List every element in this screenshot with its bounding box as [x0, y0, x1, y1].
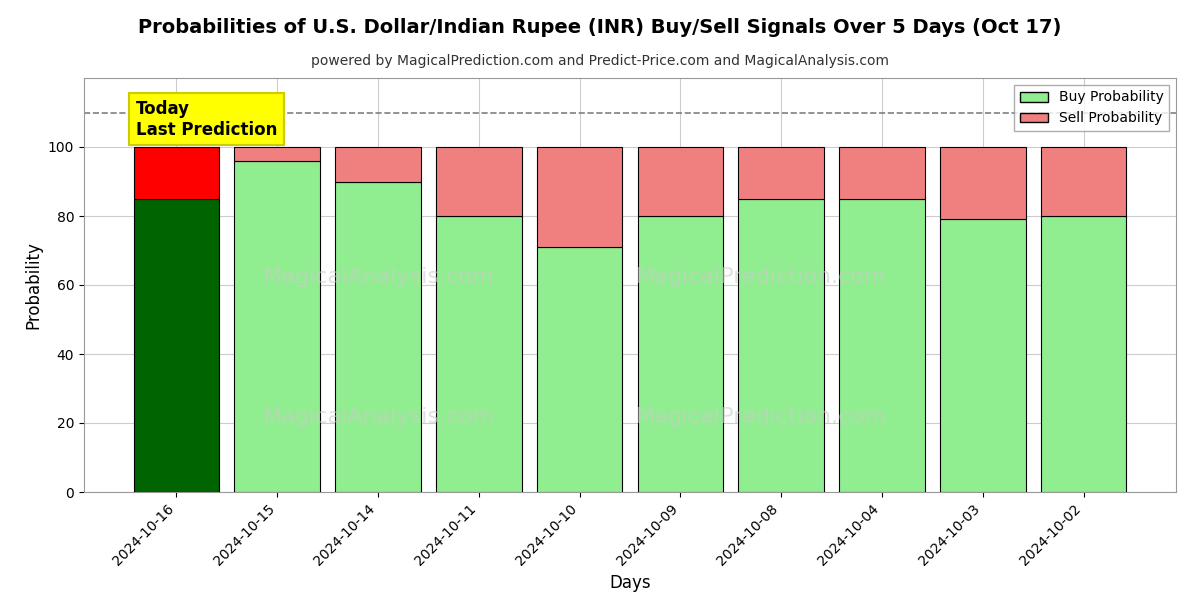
- Bar: [536, 247, 623, 492]
- Bar: [738, 147, 824, 199]
- Bar: [133, 199, 220, 492]
- Bar: [335, 181, 421, 492]
- Bar: [335, 147, 421, 181]
- Text: Probabilities of U.S. Dollar/Indian Rupee (INR) Buy/Sell Signals Over 5 Days (Oc: Probabilities of U.S. Dollar/Indian Rupe…: [138, 18, 1062, 37]
- Bar: [234, 147, 320, 161]
- Y-axis label: Probability: Probability: [24, 241, 42, 329]
- Bar: [1040, 216, 1127, 492]
- Text: MagicalPrediction.com: MagicalPrediction.com: [636, 267, 887, 287]
- Bar: [1040, 147, 1127, 216]
- Text: MagicalAnalysis.com: MagicalAnalysis.com: [263, 407, 494, 427]
- Text: Today
Last Prediction: Today Last Prediction: [136, 100, 277, 139]
- X-axis label: Days: Days: [610, 574, 650, 592]
- Bar: [436, 216, 522, 492]
- Bar: [940, 147, 1026, 220]
- Text: MagicalPrediction.com: MagicalPrediction.com: [636, 407, 887, 427]
- Text: powered by MagicalPrediction.com and Predict-Price.com and MagicalAnalysis.com: powered by MagicalPrediction.com and Pre…: [311, 54, 889, 68]
- Bar: [738, 199, 824, 492]
- Bar: [839, 147, 925, 199]
- Bar: [234, 161, 320, 492]
- Bar: [839, 199, 925, 492]
- Text: MagicalAnalysis.com: MagicalAnalysis.com: [263, 267, 494, 287]
- Bar: [536, 147, 623, 247]
- Bar: [940, 220, 1026, 492]
- Bar: [637, 216, 724, 492]
- Legend: Buy Probability, Sell Probability: Buy Probability, Sell Probability: [1014, 85, 1169, 131]
- Bar: [637, 147, 724, 216]
- Bar: [133, 147, 220, 199]
- Bar: [436, 147, 522, 216]
